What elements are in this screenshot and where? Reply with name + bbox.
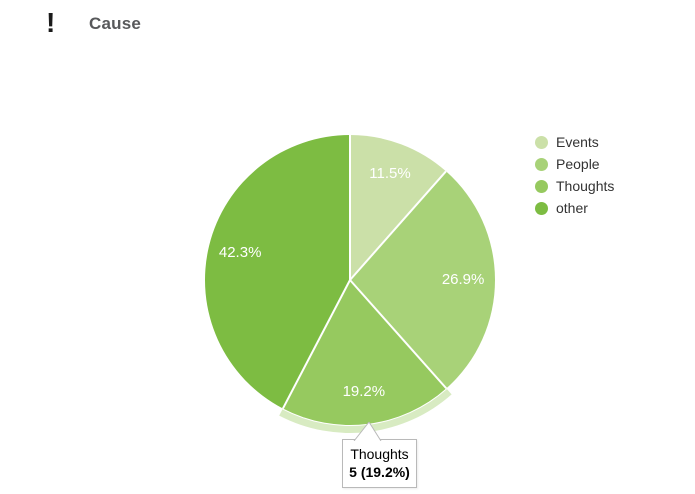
legend-label: Thoughts (556, 178, 615, 194)
chart-header: ! Cause (0, 0, 695, 50)
tooltip: Thoughts 5 (19.2%) (342, 421, 417, 488)
legend-item-other: other (535, 197, 614, 219)
slice-separator (282, 279, 351, 410)
page-title: Cause (89, 14, 142, 33)
legend-swatch-icon (535, 157, 548, 171)
legend-swatch-icon (535, 179, 548, 193)
legend-swatch-icon (535, 135, 548, 149)
slice-label-other: 42.3% (219, 244, 262, 261)
legend-swatch-icon (535, 201, 548, 215)
pie-slices (204, 135, 495, 425)
slice-highlight-ring (279, 389, 452, 433)
exclamation-icon: ! (46, 7, 56, 38)
highlight-ring-thoughts (279, 389, 452, 433)
legend-item-thoughts: Thoughts (535, 175, 614, 197)
slice-separator (349, 279, 448, 390)
slice-separators (282, 135, 448, 410)
legend-label: People (556, 156, 600, 172)
pie-slice-events[interactable] (350, 135, 446, 280)
legend-label: Events (556, 134, 599, 150)
pie-slice-people[interactable] (350, 171, 495, 389)
tooltip-pointer-icon (353, 421, 382, 441)
tooltip-value: 5 (19.2%) (349, 464, 410, 480)
slice-label-events: 11.5% (369, 165, 410, 182)
legend-item-events: Events (535, 131, 614, 153)
slice-separator (349, 170, 447, 281)
legend-label: other (556, 200, 588, 216)
pie-slice-other[interactable] (204, 135, 350, 409)
chart-legend: Events People Thoughts other (535, 131, 614, 219)
slice-label-people: 26.9% (442, 271, 485, 288)
slice-label-thoughts: 19.2% (343, 383, 386, 400)
legend-item-people: People (535, 153, 614, 175)
slice-labels: 11.5% 26.9% 19.2% 42.3% (219, 165, 484, 400)
pie-slice-thoughts[interactable] (282, 280, 447, 425)
tooltip-title: Thoughts (350, 446, 409, 462)
